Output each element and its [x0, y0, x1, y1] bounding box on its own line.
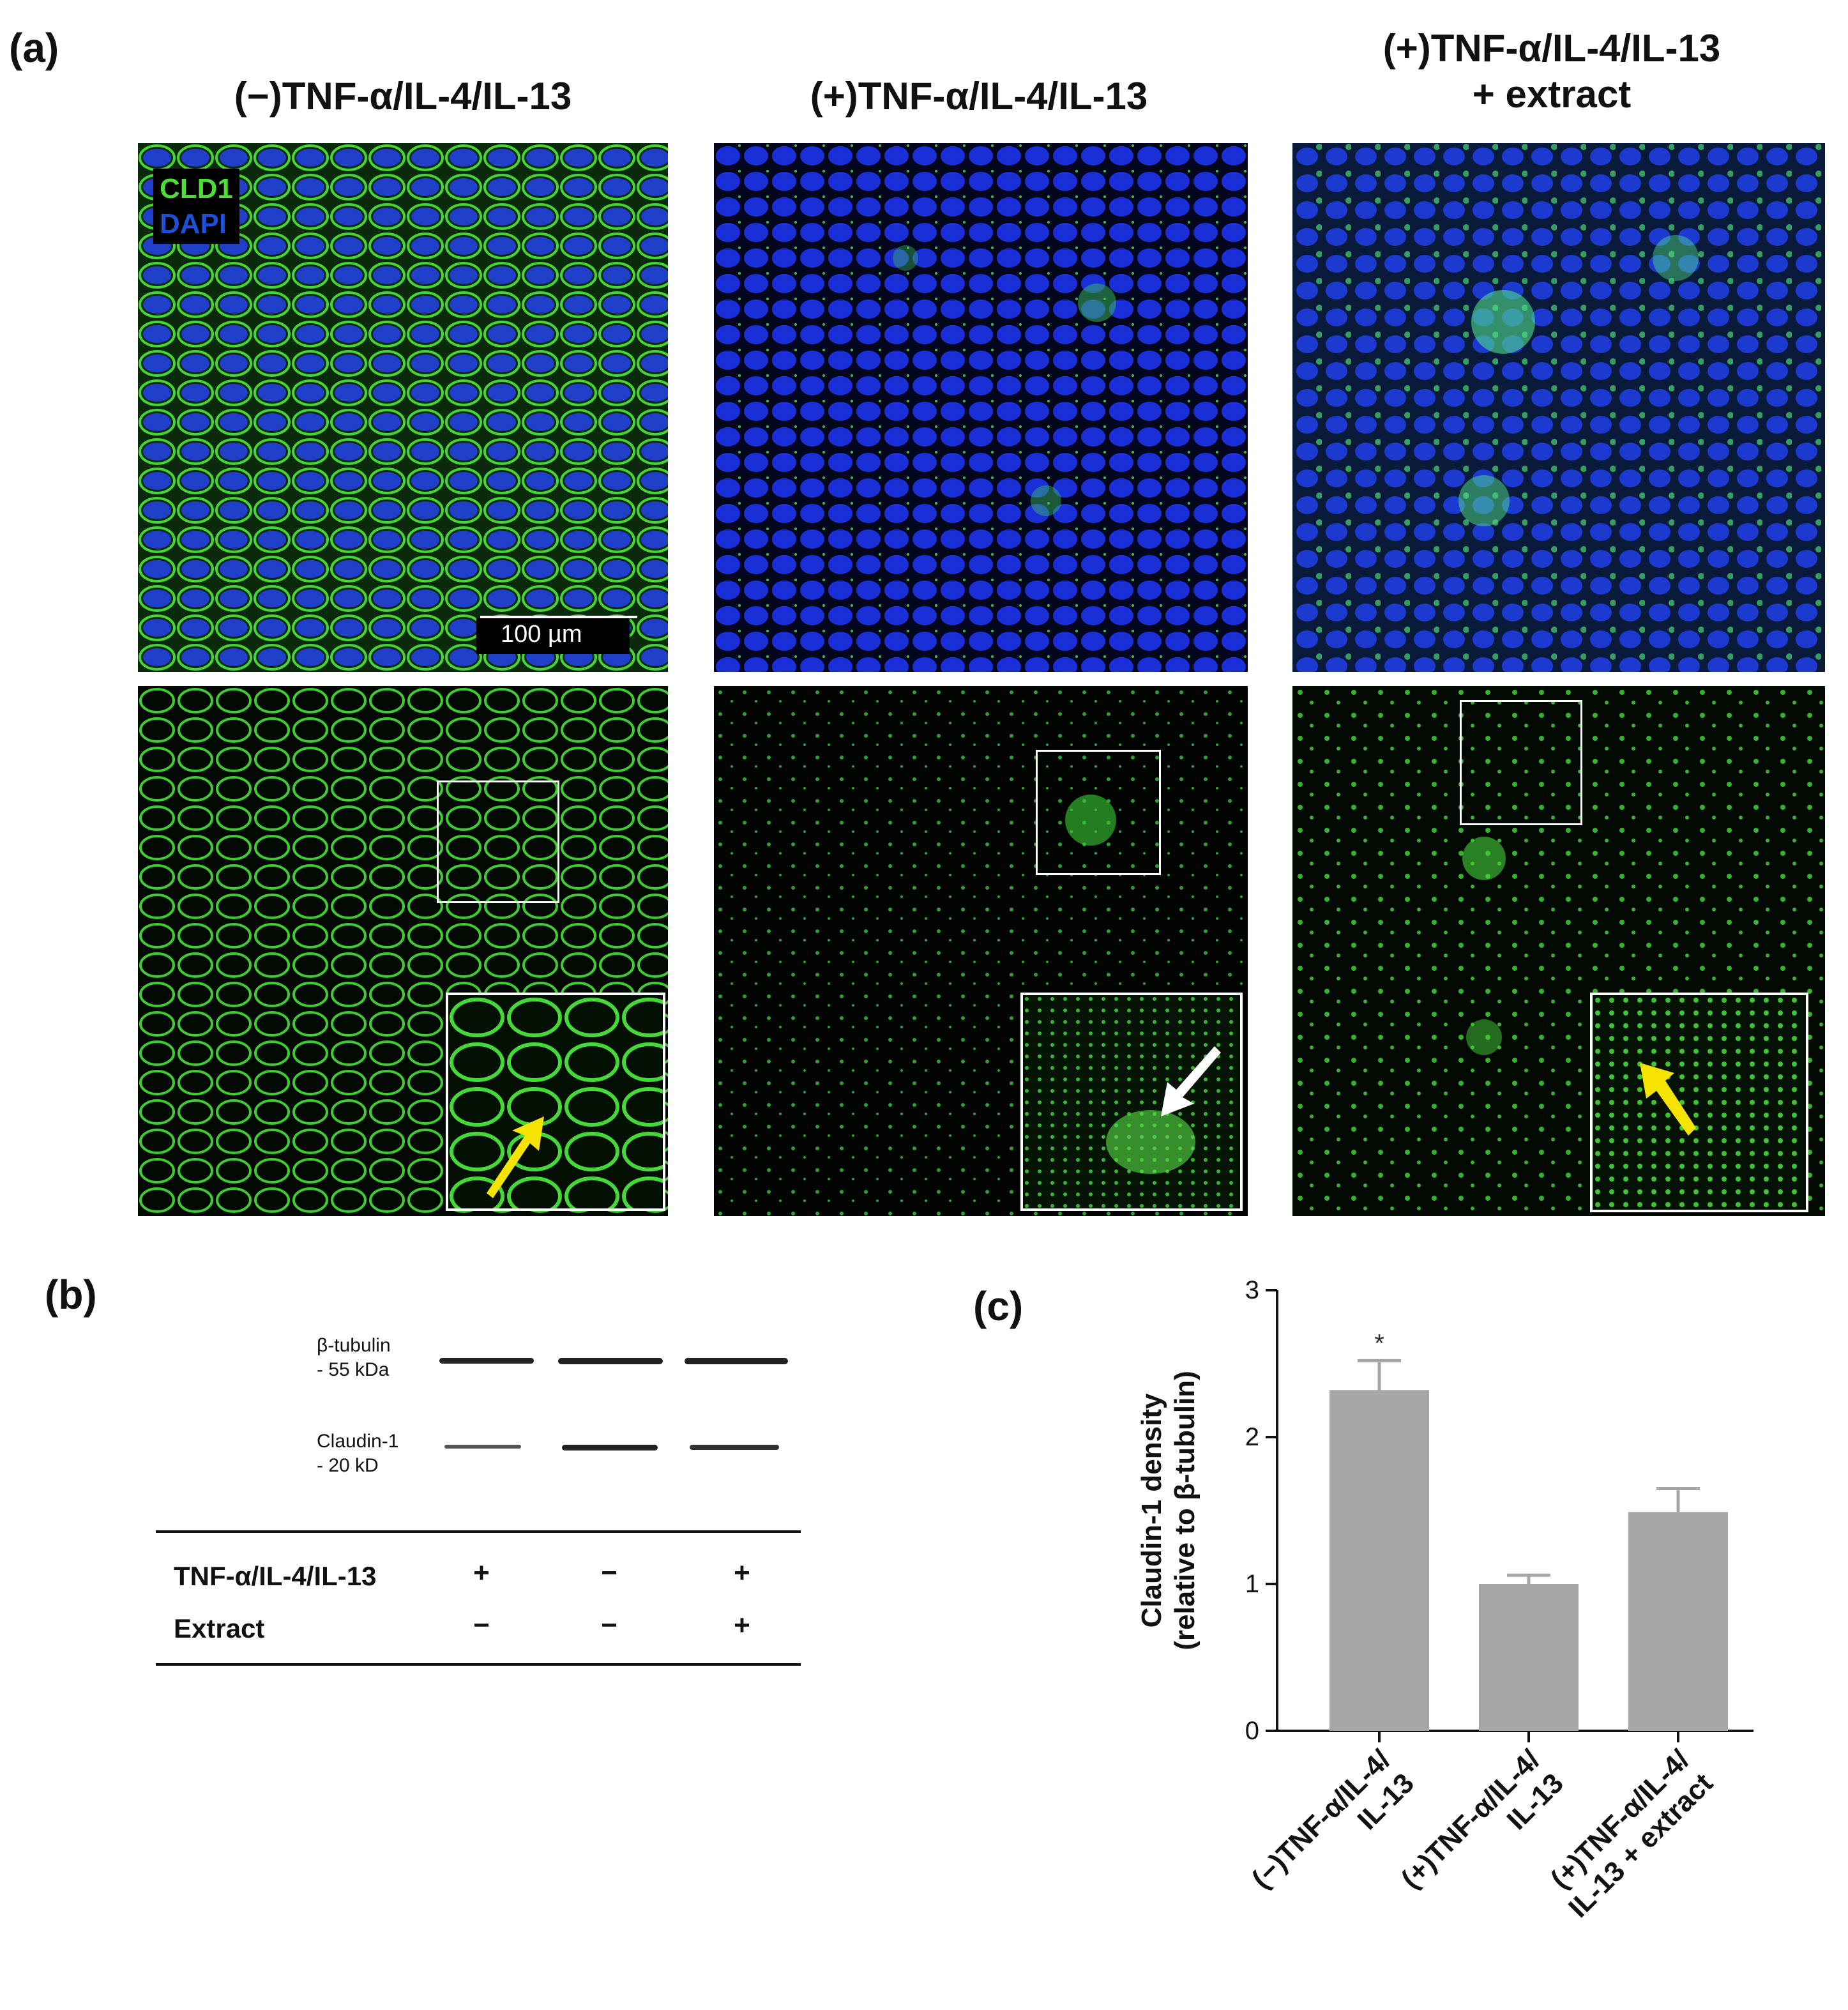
- legend-cld1: CLD1: [160, 173, 233, 204]
- bar: [1479, 1584, 1579, 1731]
- column-title-1: (−)TNF-α/IL-4/IL-13: [234, 75, 572, 118]
- arrow-yellow: [487, 1116, 544, 1198]
- scale-bar-backdrop: [476, 618, 630, 654]
- panel-c-letter: (c): [973, 1283, 1024, 1329]
- column-title-3: (+)TNF-α/IL-4/IL-13 + extract: [1382, 27, 1721, 116]
- table-top-rule: [156, 1530, 801, 1533]
- y-tick-label: 1: [1245, 1570, 1259, 1598]
- legend-dapi: DAPI: [160, 208, 227, 240]
- x-tick-label: (+)TNF-α/IL-4/IL-13 + extract: [1539, 1744, 1719, 1924]
- micrograph-merged-cytokine: [714, 143, 1248, 672]
- channel-legend: CLD1 DAPI: [153, 169, 239, 244]
- y-tick-label: 2: [1245, 1423, 1259, 1451]
- inset-box: [446, 993, 665, 1211]
- table-cell: +: [734, 1610, 750, 1641]
- table-cell: −: [601, 1610, 617, 1641]
- panel-a-letter: (a): [9, 25, 59, 71]
- table-cell: +: [473, 1557, 490, 1588]
- micrograph-cld1-control: [138, 686, 668, 1216]
- column-title-2: (+)TNF-α/IL-4/IL-13: [810, 75, 1148, 118]
- bar: [1628, 1512, 1728, 1731]
- x-tick-label: (+)TNF-α/IL-4/IL-13: [1395, 1744, 1570, 1918]
- y-axis-label: Claudin-1 density(relative to β-tubulin): [1136, 1371, 1200, 1650]
- band-claudin-1-lane-3: [690, 1445, 779, 1450]
- band-beta-tubulin-lane-2: [558, 1358, 663, 1364]
- table-cell: −: [473, 1610, 490, 1641]
- arrow-yellow: [1640, 1063, 1696, 1136]
- arrow-white: [1161, 1046, 1221, 1116]
- y-tick-label: 3: [1245, 1276, 1259, 1304]
- micrograph-cld1-extract: [1292, 686, 1825, 1216]
- inset-box: [1020, 993, 1243, 1211]
- roi-box: [1036, 750, 1161, 875]
- micrograph-merged-control: CLD1 DAPI 100 µm: [138, 143, 668, 672]
- table-cell: +: [734, 1557, 750, 1588]
- x-tick-label: (−)TNF-α/IL-4/IL-13: [1246, 1744, 1420, 1918]
- significance-marker: *: [1374, 1329, 1384, 1357]
- y-tick-label: 0: [1245, 1717, 1259, 1745]
- micrograph-cld1-cytokine: [714, 686, 1248, 1216]
- band-claudin-1-lane-1: [444, 1445, 521, 1449]
- scale-bar: [480, 616, 637, 618]
- panel-b-letter: (b): [45, 1272, 97, 1318]
- inset-box: [1590, 993, 1808, 1212]
- band-label-beta-tubulin: β-tubulin - 55 kDa: [317, 1335, 391, 1380]
- band-claudin-1-lane-2: [562, 1445, 658, 1450]
- micrograph-merged-extract: [1292, 143, 1825, 672]
- roi-box: [437, 780, 559, 903]
- band-beta-tubulin-lane-3: [685, 1358, 788, 1364]
- table-bottom-rule: [156, 1663, 801, 1666]
- bar: [1329, 1390, 1429, 1731]
- band-label-claudin-1: Claudin-1 - 20 kD: [317, 1431, 399, 1476]
- scale-bar-label: 100 µm: [501, 621, 582, 648]
- roi-box: [1460, 700, 1582, 825]
- table-cell: −: [601, 1557, 617, 1588]
- table-row-label-extract: Extract: [174, 1613, 265, 1643]
- table-row-label-treatment: TNF-α/IL-4/IL-13: [174, 1561, 377, 1591]
- bar-chart-claudin-1: 0 1 2 3 Claudin-1 density(relative to β-tubu…: [1136, 1276, 1753, 1924]
- band-beta-tubulin-lane-1: [439, 1358, 534, 1364]
